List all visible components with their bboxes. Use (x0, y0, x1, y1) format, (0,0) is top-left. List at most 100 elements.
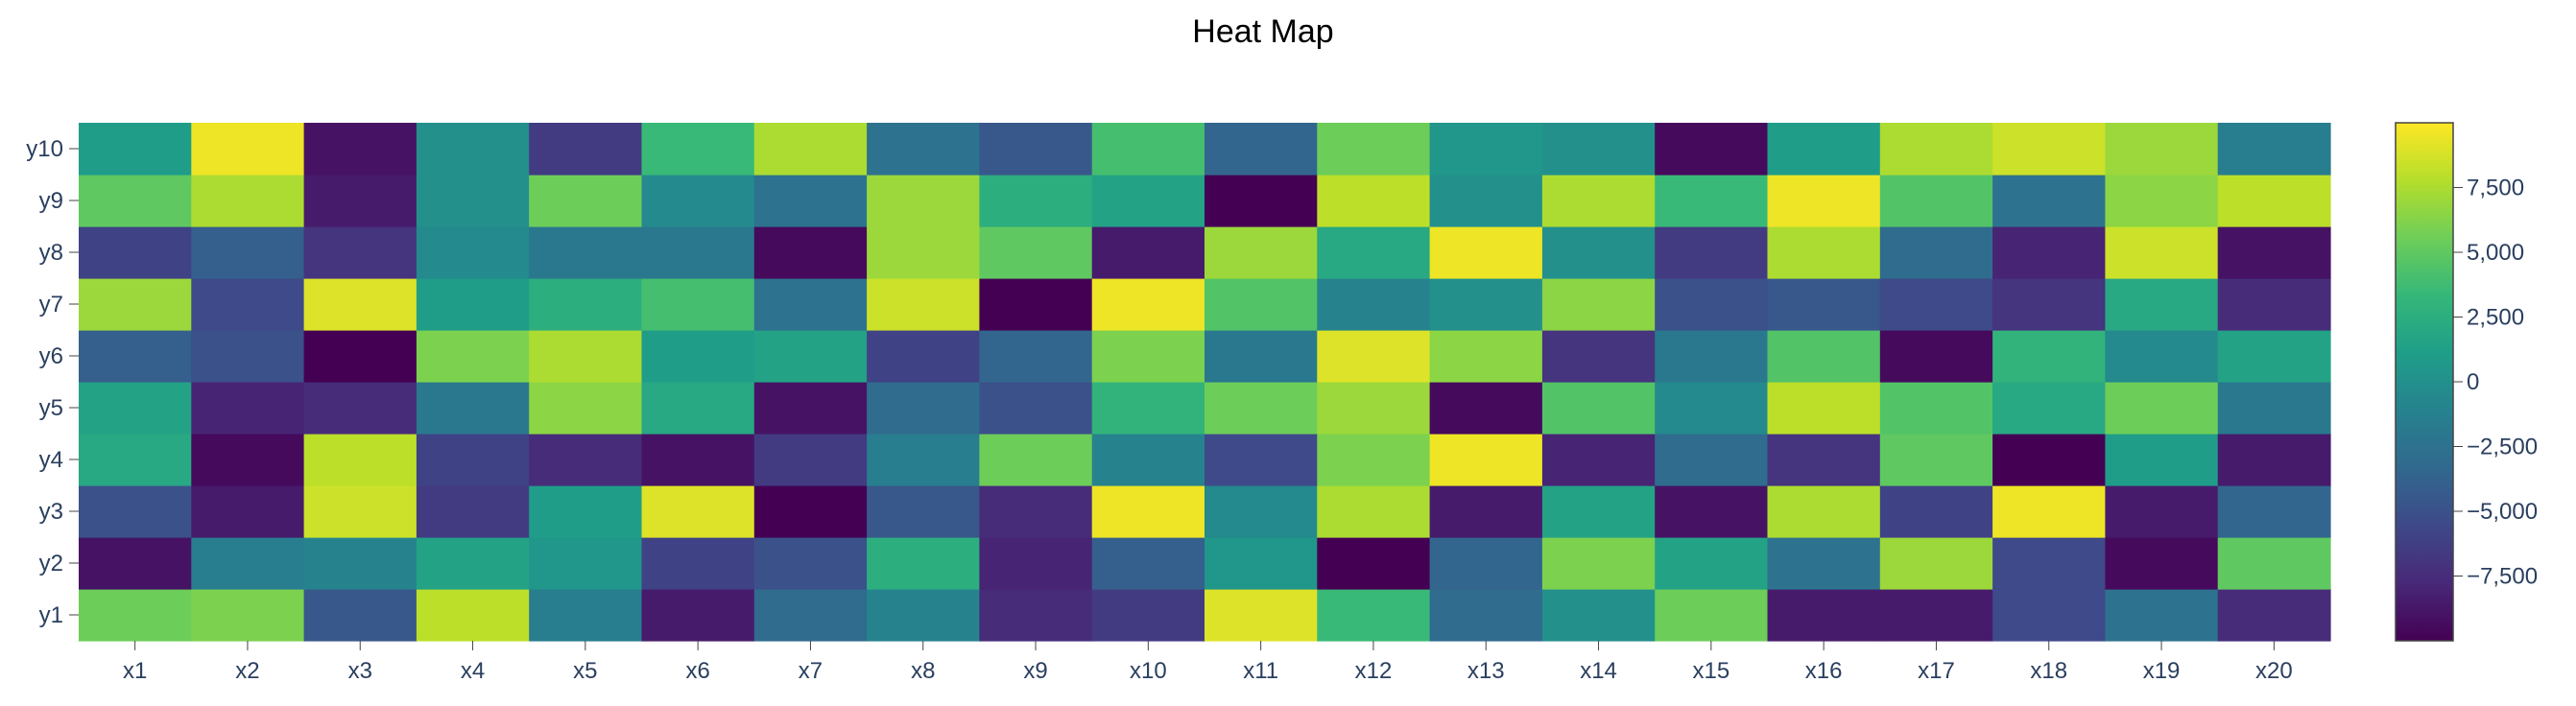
heatmap-cell-x16-y2 (1767, 537, 1881, 590)
heatmap-cell-x18-y9 (1992, 175, 2106, 227)
heatmap-cell-x1-y9 (79, 175, 192, 227)
heatmap-cell-x19-y1 (2105, 589, 2219, 642)
x-tick-label: x18 (2030, 658, 2067, 684)
heatmap-cell-x4-y10 (416, 123, 530, 176)
heatmap-cell-x15-y7 (1655, 278, 1769, 331)
heatmap-cell-x2-y7 (191, 278, 305, 331)
heatmap-cell-x6-y8 (641, 226, 755, 279)
heatmap-cell-x14-y7 (1541, 278, 1656, 331)
colorbar-tick-label: 5,000 (2467, 240, 2524, 266)
colorbar-ticks: 7,500 5,000 2,500 0 −2,500 −5,000 −7,500 (2453, 176, 2538, 590)
heatmap-cell-x8-y6 (867, 330, 980, 383)
x-tick-label: x6 (685, 658, 709, 684)
chart-title: Heat Map (1192, 13, 1333, 50)
heatmap-cell-x15-y3 (1655, 485, 1769, 538)
heatmap-cell-x1-y10 (79, 123, 192, 176)
heatmap-cell-x13-y2 (1429, 537, 1543, 590)
heatmap-cell-x20-y3 (2217, 485, 2331, 538)
heatmap-cell-x5-y1 (529, 589, 643, 642)
heatmap-cell-x15-y1 (1655, 589, 1769, 642)
heatmap-cell-x14-y9 (1541, 175, 1656, 227)
heatmap-cell-x6-y1 (641, 589, 755, 642)
heatmap-cell-x20-y1 (2217, 589, 2331, 642)
heatmap-cell-x4-y5 (416, 382, 530, 435)
x-tick-label: x15 (1692, 658, 1729, 684)
heatmap-cell-x19-y2 (2105, 537, 2219, 590)
heatmap-cell-x18-y6 (1992, 330, 2106, 383)
heatmap-cell-x20-y4 (2217, 434, 2331, 486)
heatmap-cell-x10-y1 (1091, 589, 1205, 642)
heatmap-cell-x11-y10 (1205, 123, 1318, 176)
heatmap-cell-x6-y3 (641, 485, 755, 538)
heatmap-cell-x4-y9 (416, 175, 530, 227)
heatmap-cell-x7-y10 (753, 123, 868, 176)
heatmap-cell-x19-y5 (2105, 382, 2219, 435)
heatmap-cell-x9-y9 (979, 175, 1093, 227)
heatmap-cell-x17-y3 (1879, 485, 1993, 538)
heatmap-cell-x18-y7 (1992, 278, 2106, 331)
heatmap-cell-x11-y2 (1205, 537, 1318, 590)
heatmap-cell-x12-y4 (1317, 434, 1431, 486)
heatmap-cell-x16-y4 (1767, 434, 1881, 486)
heatmap-cell-x20-y9 (2217, 175, 2331, 227)
heatmap-cell-x17-y5 (1879, 382, 1993, 435)
colorbar: 7,500 5,000 2,500 0 −2,500 −5,000 −7,500 (2395, 122, 2538, 642)
heatmap-cell-x4-y4 (416, 434, 530, 486)
heatmap-cell-x9-y6 (979, 330, 1093, 383)
colorbar-tick-label: −2,500 (2467, 435, 2538, 460)
heatmap-cell-x19-y8 (2105, 226, 2219, 279)
heatmap-cell-x17-y4 (1879, 434, 1993, 486)
heatmap-cell-x5-y4 (529, 434, 643, 486)
heatmap-cell-x10-y5 (1091, 382, 1205, 435)
heatmap-cell-x5-y5 (529, 382, 643, 435)
heatmap-cell-x12-y3 (1317, 485, 1431, 538)
heatmap-cell-x13-y4 (1429, 434, 1543, 486)
x-tick-label: x14 (1580, 658, 1617, 684)
heatmap-cell-x8-y1 (867, 589, 980, 642)
x-axis-ticks: x1 x2 x3 x4 x5 x6 x7 x8 x9 x10 x11 x12 x13 x14 x15 x16 x… (123, 641, 2293, 684)
heatmap-cell-x14-y6 (1541, 330, 1656, 383)
heatmap-cell-x13-y6 (1429, 330, 1543, 383)
heatmap-cell-x8-y5 (867, 382, 980, 435)
heatmap-cell-x2-y9 (191, 175, 305, 227)
heatmap-cell-x3-y1 (303, 589, 417, 642)
heatmap-cell-x18-y8 (1992, 226, 2106, 279)
heatmap-cell-x1-y1 (79, 589, 192, 642)
heatmap-cell-x1-y5 (79, 382, 192, 435)
heatmap-cell-x19-y9 (2105, 175, 2219, 227)
heatmap-cell-x6-y4 (641, 434, 755, 486)
heatmap-cell-x10-y3 (1091, 485, 1205, 538)
heatmap-cell-x15-y6 (1655, 330, 1769, 383)
heatmap-cell-x4-y2 (416, 537, 530, 590)
heatmap-cell-x13-y7 (1429, 278, 1543, 331)
x-tick-label: x20 (2255, 658, 2293, 684)
x-tick-label: x8 (911, 658, 935, 684)
heatmap-cell-x3-y10 (303, 123, 417, 176)
heatmap-cell-x4-y8 (416, 226, 530, 279)
heatmap-cell-x17-y8 (1879, 226, 1993, 279)
heatmap-cell-x8-y9 (867, 175, 980, 227)
y-tick-label: y8 (39, 240, 63, 266)
heatmap-cell-x20-y8 (2217, 226, 2331, 279)
heatmap-cell-x7-y8 (753, 226, 868, 279)
heatmap-cell-x14-y3 (1541, 485, 1656, 538)
heatmap-cell-x14-y1 (1541, 589, 1656, 642)
heatmap-cell-x11-y1 (1205, 589, 1318, 642)
heatmap-cell-x7-y9 (753, 175, 868, 227)
heatmap-cell-x1-y6 (79, 330, 192, 383)
x-tick-label: x3 (348, 658, 372, 684)
y-tick-label: y4 (39, 447, 63, 473)
heatmap-cell-x7-y6 (753, 330, 868, 383)
heatmap-cell-x7-y7 (753, 278, 868, 331)
x-tick-label: x2 (235, 658, 259, 684)
x-tick-label: x10 (1130, 658, 1167, 684)
heatmap-cell-x12-y5 (1317, 382, 1431, 435)
heatmap-cell-x2-y4 (191, 434, 305, 486)
colorbar-tick-label: −7,500 (2467, 564, 2538, 590)
heatmap-cell-x8-y8 (867, 226, 980, 279)
heatmap-cell-x2-y6 (191, 330, 305, 383)
heatmap-cell-x16-y7 (1767, 278, 1881, 331)
heatmap-cell-x16-y10 (1767, 123, 1881, 176)
heatmap-cell-x16-y1 (1767, 589, 1881, 642)
heatmap-cell-x4-y7 (416, 278, 530, 331)
